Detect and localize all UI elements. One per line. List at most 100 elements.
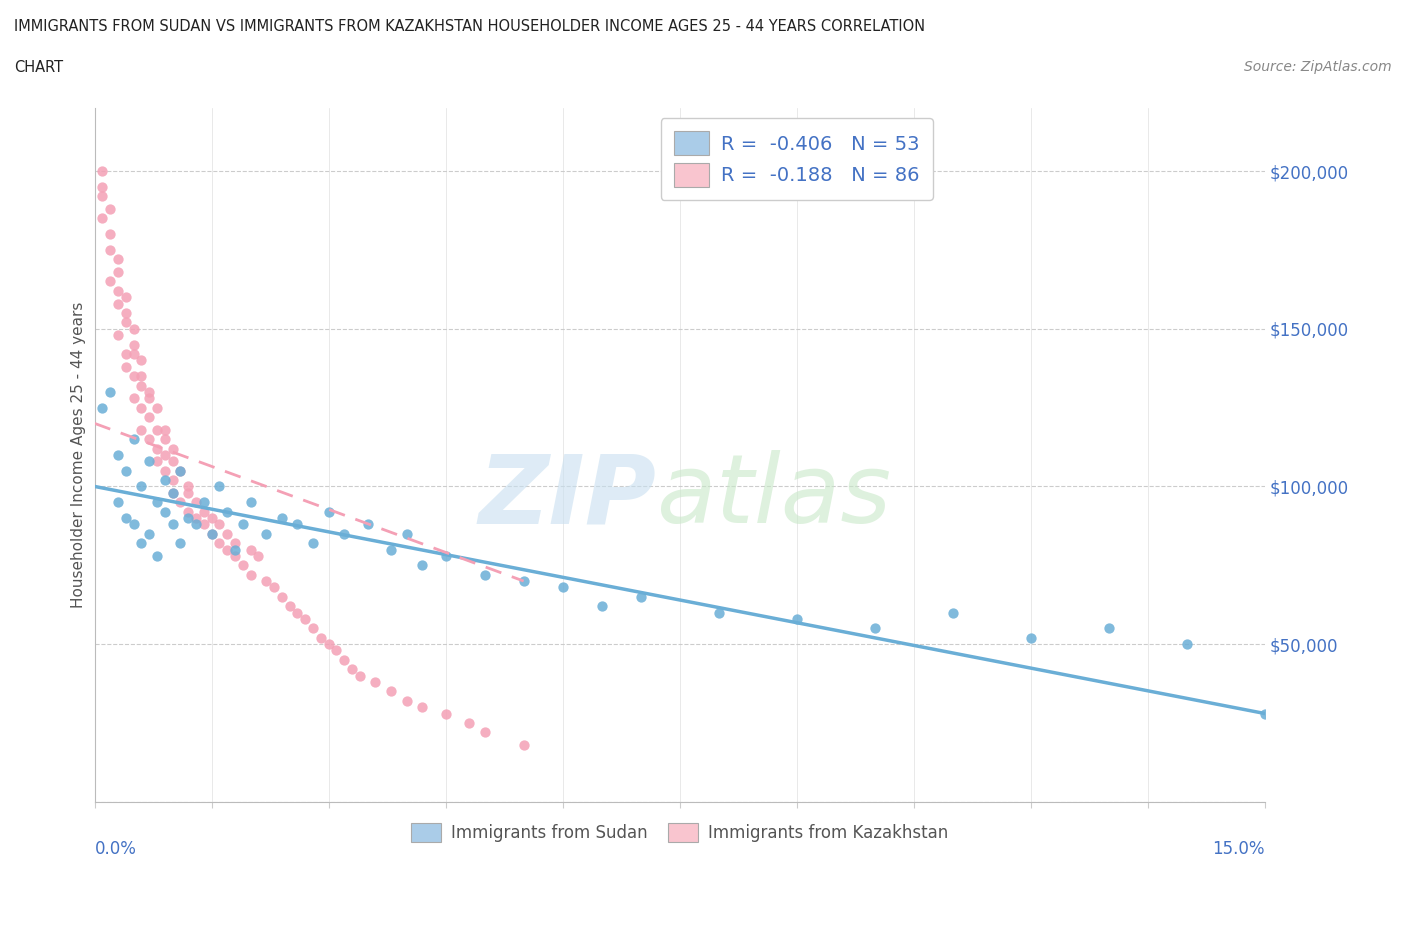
Point <box>356 517 378 532</box>
Point <box>224 536 246 551</box>
Point <box>146 549 169 564</box>
Point <box>318 504 340 519</box>
Point <box>107 447 129 462</box>
Point <box>162 485 184 500</box>
Text: IMMIGRANTS FROM SUDAN VS IMMIGRANTS FROM KAZAKHSTAN HOUSEHOLDER INCOME AGES 25 -: IMMIGRANTS FROM SUDAN VS IMMIGRANTS FROM… <box>14 19 925 33</box>
Point <box>114 511 136 525</box>
Point <box>138 454 160 469</box>
Point <box>434 549 457 564</box>
Point <box>177 479 200 494</box>
Point <box>169 463 191 478</box>
Point <box>263 580 285 595</box>
Point <box>217 504 239 519</box>
Point <box>122 368 145 383</box>
Point <box>122 322 145 337</box>
Point <box>208 479 231 494</box>
Point <box>146 422 169 437</box>
Point <box>1175 637 1198 652</box>
Point <box>98 227 121 242</box>
Point <box>114 306 136 321</box>
Point <box>458 715 481 730</box>
Point <box>91 189 114 204</box>
Point <box>217 526 239 541</box>
Point <box>333 653 356 668</box>
Point <box>318 637 340 652</box>
Point <box>114 315 136 330</box>
Y-axis label: Householder Income Ages 25 - 44 years: Householder Income Ages 25 - 44 years <box>72 301 86 608</box>
Point <box>411 699 433 714</box>
Point <box>146 454 169 469</box>
Point <box>340 662 363 677</box>
Point <box>364 674 387 689</box>
Point <box>169 463 191 478</box>
Point <box>146 441 169 456</box>
Point <box>270 590 292 604</box>
Point <box>122 347 145 362</box>
Point <box>184 495 207 510</box>
Point <box>162 517 184 532</box>
Point <box>254 574 277 589</box>
Point <box>114 463 136 478</box>
Text: CHART: CHART <box>14 60 63 75</box>
Point <box>184 517 207 532</box>
Point <box>107 296 129 311</box>
Text: 0.0%: 0.0% <box>94 840 136 858</box>
Point <box>325 643 347 658</box>
Point <box>107 284 129 299</box>
Point <box>91 164 114 179</box>
Point <box>200 526 222 541</box>
Point <box>91 179 114 194</box>
Point <box>169 495 191 510</box>
Point <box>224 549 246 564</box>
Point <box>131 479 153 494</box>
Point <box>395 694 418 709</box>
Point <box>208 536 231 551</box>
Point <box>98 202 121 217</box>
Point <box>239 542 262 557</box>
Point <box>193 517 215 532</box>
Point <box>107 264 129 279</box>
Point <box>153 504 176 519</box>
Text: atlas: atlas <box>657 450 891 543</box>
Point <box>309 631 332 645</box>
Point <box>239 567 262 582</box>
Point <box>153 447 176 462</box>
Point <box>224 542 246 557</box>
Point <box>122 517 145 532</box>
Point <box>153 422 176 437</box>
Point <box>591 599 613 614</box>
Point <box>380 542 402 557</box>
Point <box>153 432 176 446</box>
Point <box>131 400 153 415</box>
Point <box>1098 621 1121 636</box>
Point <box>200 511 222 525</box>
Point <box>131 379 153 393</box>
Point <box>131 536 153 551</box>
Point <box>512 737 534 752</box>
Point <box>146 495 169 510</box>
Point <box>1254 706 1277 721</box>
Point <box>512 574 534 589</box>
Point <box>287 517 309 532</box>
Point <box>114 290 136 305</box>
Point <box>131 352 153 367</box>
Point <box>138 409 160 424</box>
Point <box>395 526 418 541</box>
Point <box>333 526 356 541</box>
Point <box>474 725 496 740</box>
Point <box>942 605 965 620</box>
Point <box>98 243 121 258</box>
Point <box>200 526 222 541</box>
Point <box>302 536 325 551</box>
Point <box>177 504 200 519</box>
Point <box>551 580 574 595</box>
Point <box>114 347 136 362</box>
Point <box>162 485 184 500</box>
Point <box>232 558 254 573</box>
Point <box>122 337 145 352</box>
Point <box>98 384 121 399</box>
Point <box>162 472 184 487</box>
Point <box>91 400 114 415</box>
Point <box>122 391 145 405</box>
Point <box>349 669 371 684</box>
